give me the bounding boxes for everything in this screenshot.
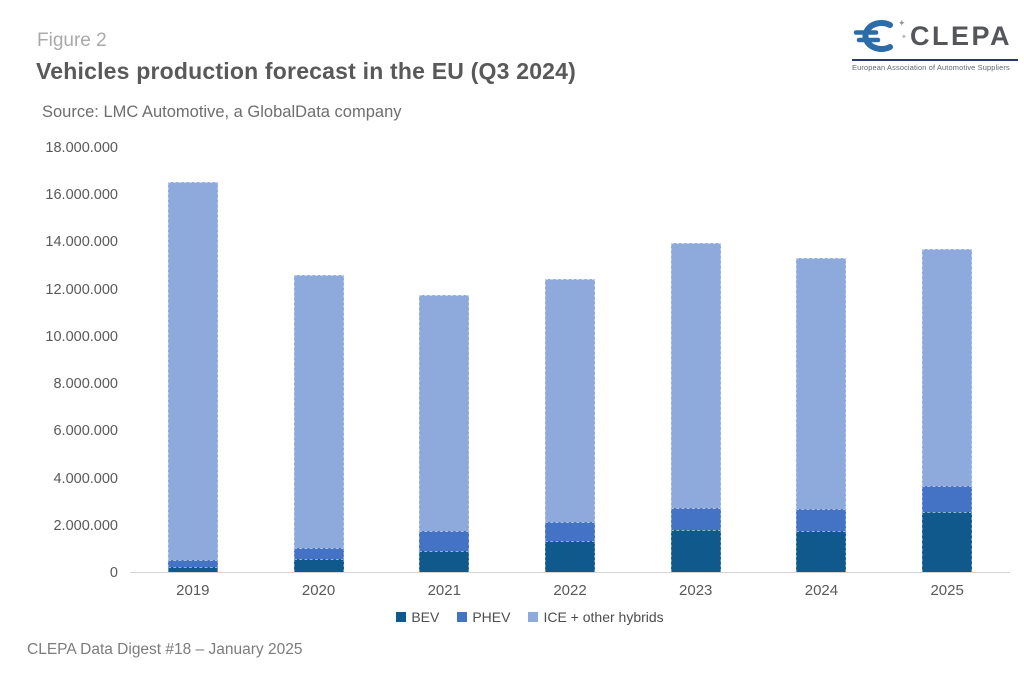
bar-segment-bev — [167, 567, 218, 572]
bar-segment-ice — [796, 257, 847, 510]
star-icon: ✦ — [898, 18, 906, 28]
bar-segment-ice — [419, 294, 470, 531]
legend-item-bev: BEV — [396, 609, 439, 625]
y-axis-label: 14.000.000 — [45, 234, 118, 251]
legend-label: ICE + other hybrids — [543, 609, 664, 625]
legend-item-ice: ICE + other hybrids — [528, 609, 664, 625]
x-axis-label: 2024 — [804, 582, 839, 599]
bar-segment-ice — [670, 242, 721, 509]
figure-label: Figure 2 — [37, 30, 107, 51]
y-axis-label: 12.000.000 — [45, 281, 118, 298]
y-axis-label: 2.000.000 — [53, 517, 118, 534]
bar-segment-bev — [796, 530, 847, 572]
y-axis-label: 0 — [109, 565, 118, 581]
bar-2019 — [167, 182, 218, 572]
bar-segment-bev — [545, 541, 595, 572]
bar-segment-phev — [922, 485, 973, 512]
bar-segment-phev — [796, 509, 847, 531]
bar-segment-ice — [293, 274, 344, 549]
bar-2023 — [670, 242, 721, 572]
y-axis-label: 8.000.000 — [53, 376, 118, 393]
bar-segment-bev — [670, 529, 721, 572]
legend-item-phev: PHEV — [457, 609, 510, 625]
footer-caption: CLEPA Data Digest #18 – January 2025 — [27, 641, 303, 658]
legend-swatch-icon — [528, 612, 539, 622]
bar-segment-ice — [167, 182, 218, 561]
legend-label: BEV — [411, 609, 440, 625]
y-axis-label: 4.000.000 — [53, 470, 118, 487]
clepa-logo-row: ✦ ✦ CLEPA — [852, 14, 1018, 58]
x-axis-label: 2025 — [930, 582, 964, 599]
y-axis-label: 10.000.000 — [45, 328, 118, 345]
x-axis-label: 2021 — [427, 582, 461, 599]
bar-2022 — [545, 279, 595, 572]
legend-label: PHEV — [472, 609, 511, 625]
clepa-swoosh-icon — [853, 20, 893, 52]
logo-divider — [852, 59, 1018, 61]
bar-segment-ice — [545, 279, 595, 523]
x-axis-label: 2022 — [553, 582, 587, 599]
y-axis-label: 18.000.000 — [45, 140, 118, 156]
y-axis-label: 6.000.000 — [53, 423, 118, 440]
bar-segment-ice — [922, 248, 973, 486]
bar-2020 — [293, 274, 344, 572]
clepa-wordmark: CLEPA — [910, 20, 1013, 51]
bar-segment-bev — [922, 511, 973, 572]
bar-segment-phev — [670, 508, 721, 530]
x-axis-label: 2019 — [176, 582, 210, 599]
legend-swatch-icon — [396, 612, 407, 622]
bar-2024 — [796, 257, 847, 572]
bar-segment-phev — [293, 548, 344, 560]
bar-segment-phev — [167, 560, 218, 568]
bar-segment-phev — [545, 522, 595, 542]
source-caption: Source: LMC Automotive, a GlobalData com… — [42, 103, 402, 121]
legend: BEV PHEV ICE + other hybrids — [130, 609, 930, 625]
x-axis-label: 2023 — [679, 582, 713, 599]
star-icon: ✦ — [901, 34, 907, 41]
bar-segment-phev — [419, 530, 470, 551]
clepa-logo: ✦ ✦ CLEPA European Association of Automo… — [852, 14, 1018, 72]
legend-swatch-icon — [457, 612, 468, 622]
x-axis-label: 2020 — [301, 582, 336, 599]
bar-segment-bev — [293, 559, 344, 572]
logo-tagline: European Association of Automotive Suppl… — [852, 63, 1010, 72]
y-axis-label: 16.000.000 — [45, 187, 118, 204]
bar-segment-bev — [419, 550, 470, 572]
bar-2025 — [922, 248, 973, 572]
plot-area — [130, 148, 1010, 573]
bar-2021 — [419, 294, 470, 572]
clepa-stars-icon: ✦ ✦ — [896, 16, 910, 56]
page-title: Vehicles production forecast in the EU (… — [36, 58, 577, 84]
